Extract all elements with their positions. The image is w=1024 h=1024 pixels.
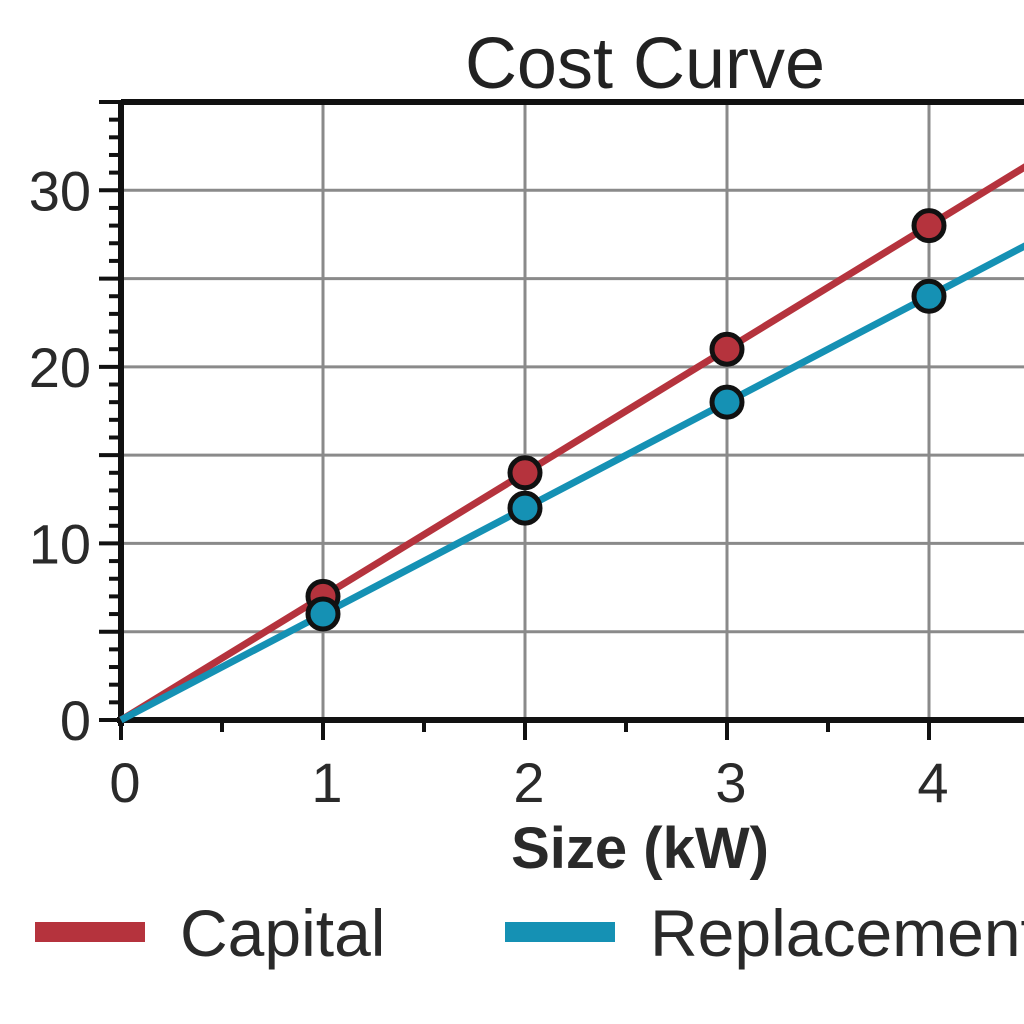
y-tick-label: 10 bbox=[29, 512, 91, 575]
data-point bbox=[911, 278, 947, 314]
series-line-1 bbox=[119, 242, 1024, 724]
series-markers bbox=[305, 208, 947, 632]
legend-label: Replacement bbox=[650, 896, 1024, 970]
data-point bbox=[911, 208, 947, 244]
legend: Capital Replacement bbox=[35, 896, 1024, 970]
data-point bbox=[709, 331, 745, 367]
y-tick-label: 0 bbox=[60, 689, 91, 752]
data-point bbox=[507, 455, 543, 491]
data-point bbox=[305, 596, 341, 632]
x-tick-label: 0 bbox=[109, 751, 140, 814]
x-tick-label: 2 bbox=[513, 751, 544, 814]
series-line-0 bbox=[119, 163, 1024, 723]
x-axis-label: Size (kW) bbox=[511, 816, 769, 881]
series-lines bbox=[119, 163, 1024, 724]
legend-label: Capital bbox=[180, 896, 385, 970]
grid bbox=[121, 102, 1024, 720]
data-point bbox=[507, 490, 543, 526]
axes bbox=[99, 99, 1024, 740]
y-tick-label: 30 bbox=[29, 159, 91, 222]
data-point bbox=[709, 384, 745, 420]
x-tick-label: 4 bbox=[917, 751, 948, 814]
y-tick-label: 20 bbox=[29, 336, 91, 399]
x-tick-label: 1 bbox=[311, 751, 342, 814]
tick-labels: 0 10 20 30 0 1 2 3 4 bbox=[29, 159, 949, 814]
x-tick-label: 3 bbox=[715, 751, 746, 814]
chart-title: Cost Curve bbox=[465, 24, 825, 104]
